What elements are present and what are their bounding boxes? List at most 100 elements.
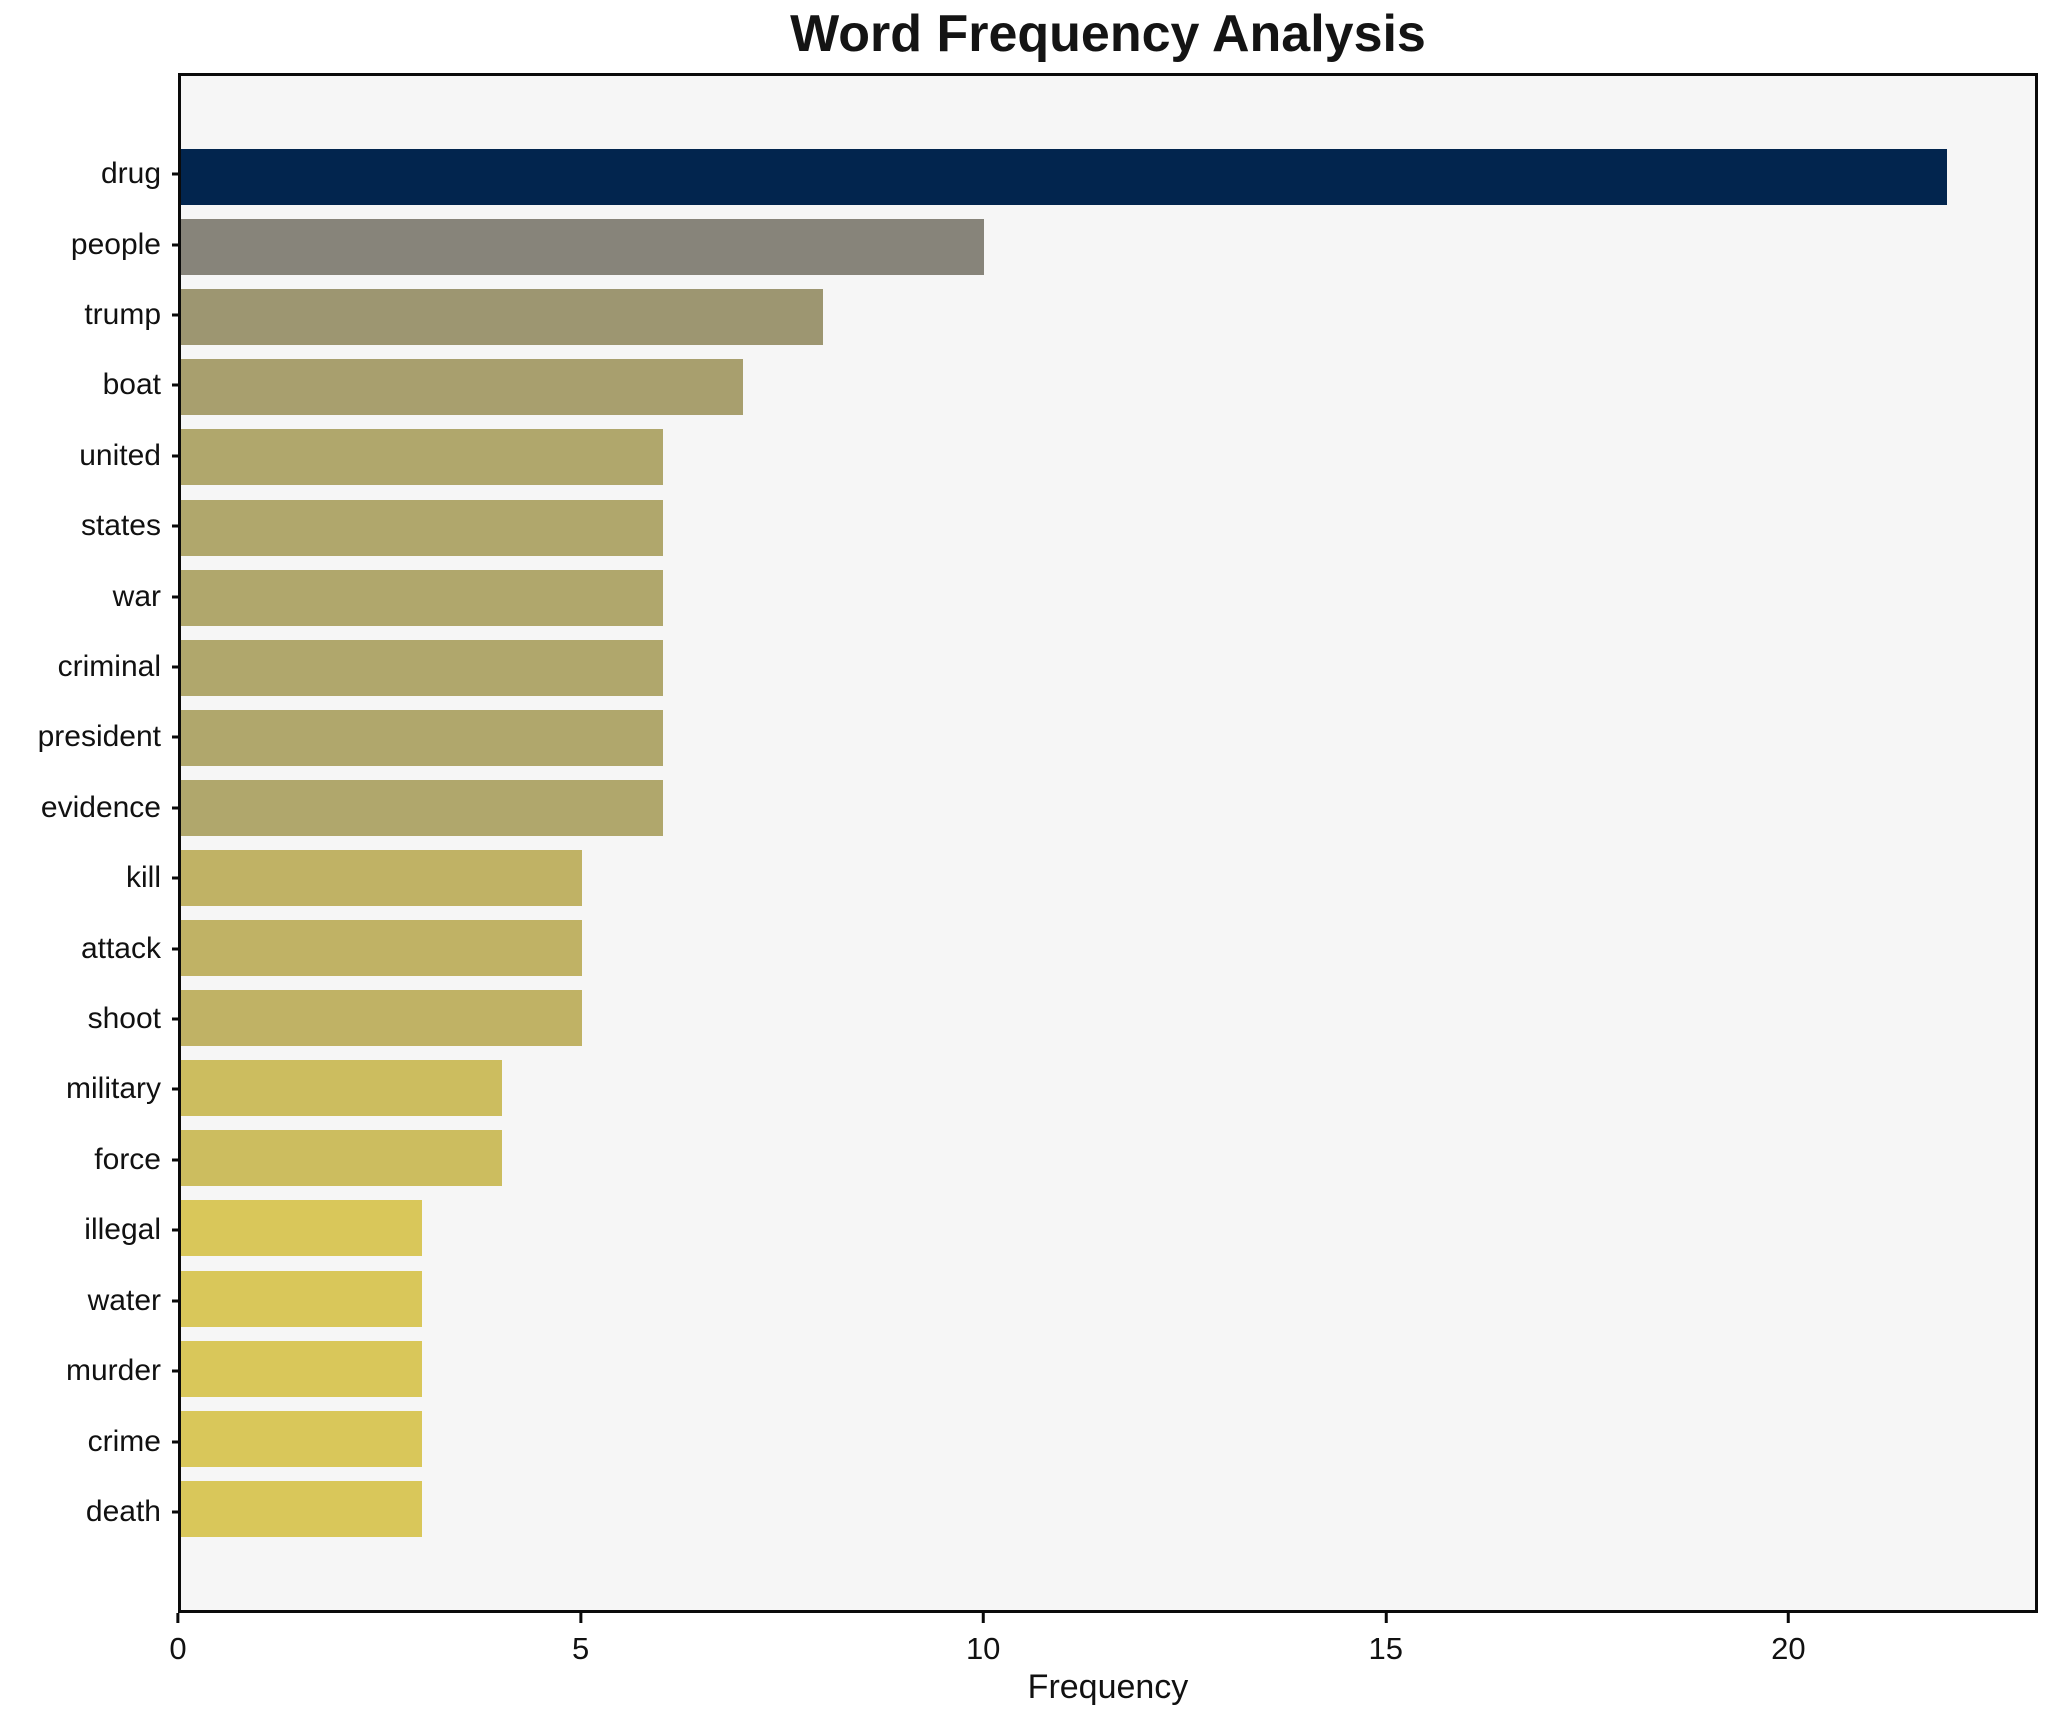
bar-shoot [181, 990, 583, 1047]
x-tick-label-10: 10 [965, 1631, 1001, 1666]
y-tick-label-evidence: evidence [40, 790, 161, 824]
plot-area [178, 73, 2038, 1613]
y-label-row: states [0, 491, 181, 561]
y-label-row: evidence [0, 773, 181, 843]
bar-military [181, 1060, 503, 1117]
y-tick-mark [172, 1299, 181, 1303]
y-label-row: people [0, 209, 181, 279]
y-label-row: military [0, 1054, 181, 1124]
bar-force [181, 1130, 503, 1187]
bar-death [181, 1480, 422, 1537]
bar-row [181, 352, 2035, 422]
y-tick-mark [172, 454, 181, 458]
y-label-row: trump [0, 280, 181, 350]
y-tick-label-drug: drug [100, 157, 161, 191]
bar-attack [181, 920, 583, 977]
bar-criminal [181, 639, 663, 696]
y-label-row: force [0, 1125, 181, 1195]
bar-president [181, 709, 663, 766]
x-tick-mark [1786, 1613, 1790, 1623]
y-tick-mark [172, 1017, 181, 1021]
y-tick-mark [172, 595, 181, 599]
x-tick-label-20: 20 [1771, 1631, 1806, 1666]
y-label-row: criminal [0, 632, 181, 702]
x-tick: 0 [169, 1613, 187, 1667]
x-tick-label-0: 0 [169, 1631, 187, 1666]
y-tick-label-military: military [66, 1072, 161, 1106]
x-tick: 10 [966, 1613, 1000, 1667]
bar-people [181, 219, 984, 276]
bar-row [181, 282, 2035, 352]
x-tick-mark [579, 1613, 583, 1623]
bar-drug [181, 149, 1947, 206]
y-label-row: shoot [0, 984, 181, 1054]
y-tick-mark [172, 876, 181, 880]
y-label-row: drug [0, 139, 181, 209]
y-tick-mark [172, 1440, 181, 1444]
bar-united [181, 429, 663, 486]
bar-row [181, 1053, 2035, 1123]
y-tick-label-death: death [85, 1494, 161, 1528]
y-label-row: death [0, 1477, 181, 1547]
y-tick-label-president: president [37, 720, 161, 754]
y-label-row: president [0, 702, 181, 772]
y-tick-label-criminal: criminal [57, 650, 161, 684]
x-axis: 0 5 10 15 20 [169, 1613, 2038, 1683]
bar-row [181, 212, 2035, 282]
bar-war [181, 569, 663, 626]
y-tick-mark [172, 313, 181, 317]
bar-kill [181, 849, 583, 906]
bar-row [181, 1264, 2035, 1334]
x-tick: 5 [572, 1613, 589, 1667]
bar-row [181, 633, 2035, 703]
y-tick-label-trump: trump [84, 298, 161, 332]
bar-row [181, 422, 2035, 492]
x-tick-mark [176, 1613, 180, 1623]
y-label-row: boat [0, 350, 181, 420]
bar-row [181, 563, 2035, 633]
y-tick-mark [172, 1087, 181, 1091]
bar-row [181, 1404, 2035, 1474]
y-tick-label-kill: kill [126, 861, 161, 895]
bar-states [181, 499, 663, 556]
chart-title: Word Frequency Analysis [790, 5, 1426, 63]
y-tick-label-boat: boat [102, 368, 161, 402]
x-tick: 15 [1369, 1613, 1403, 1667]
y-label-row: kill [0, 843, 181, 913]
bar-illegal [181, 1200, 422, 1257]
y-tick-mark [172, 1228, 181, 1232]
y-tick-mark [172, 1369, 181, 1373]
bar-boat [181, 359, 743, 416]
x-tick-label-15: 15 [1368, 1631, 1404, 1666]
y-label-row: murder [0, 1336, 181, 1406]
bar-crime [181, 1410, 422, 1467]
y-label-row: war [0, 561, 181, 631]
y-axis: drug people trump boat united states war crimin… [0, 73, 181, 1613]
x-axis-title: Frequency [1027, 1668, 1189, 1706]
y-tick-label-water: water [87, 1283, 161, 1317]
y-tick-label-war: war [112, 579, 161, 613]
bar-row [181, 1474, 2035, 1544]
y-tick-label-shoot: shoot [87, 1002, 161, 1036]
y-tick-mark [172, 172, 181, 176]
y-tick-mark [172, 383, 181, 387]
bar-evidence [181, 779, 663, 836]
y-tick-mark [172, 524, 181, 528]
x-tick: 20 [1771, 1613, 1806, 1667]
y-label-row: attack [0, 913, 181, 983]
bar-water [181, 1270, 422, 1327]
x-tick-mark [981, 1613, 985, 1623]
y-tick-mark [172, 243, 181, 247]
y-tick-mark [172, 1158, 181, 1162]
bar-row [181, 142, 2035, 212]
y-tick-label-illegal: illegal [84, 1213, 161, 1247]
y-label-row: crime [0, 1406, 181, 1476]
bar-row [181, 913, 2035, 983]
y-tick-label-murder: murder [65, 1354, 161, 1388]
x-tick-label-5: 5 [571, 1631, 590, 1666]
y-tick-label-states: states [80, 509, 161, 543]
y-tick-mark [172, 665, 181, 669]
y-tick-label-people: people [70, 227, 161, 261]
bar-row [181, 1193, 2035, 1263]
